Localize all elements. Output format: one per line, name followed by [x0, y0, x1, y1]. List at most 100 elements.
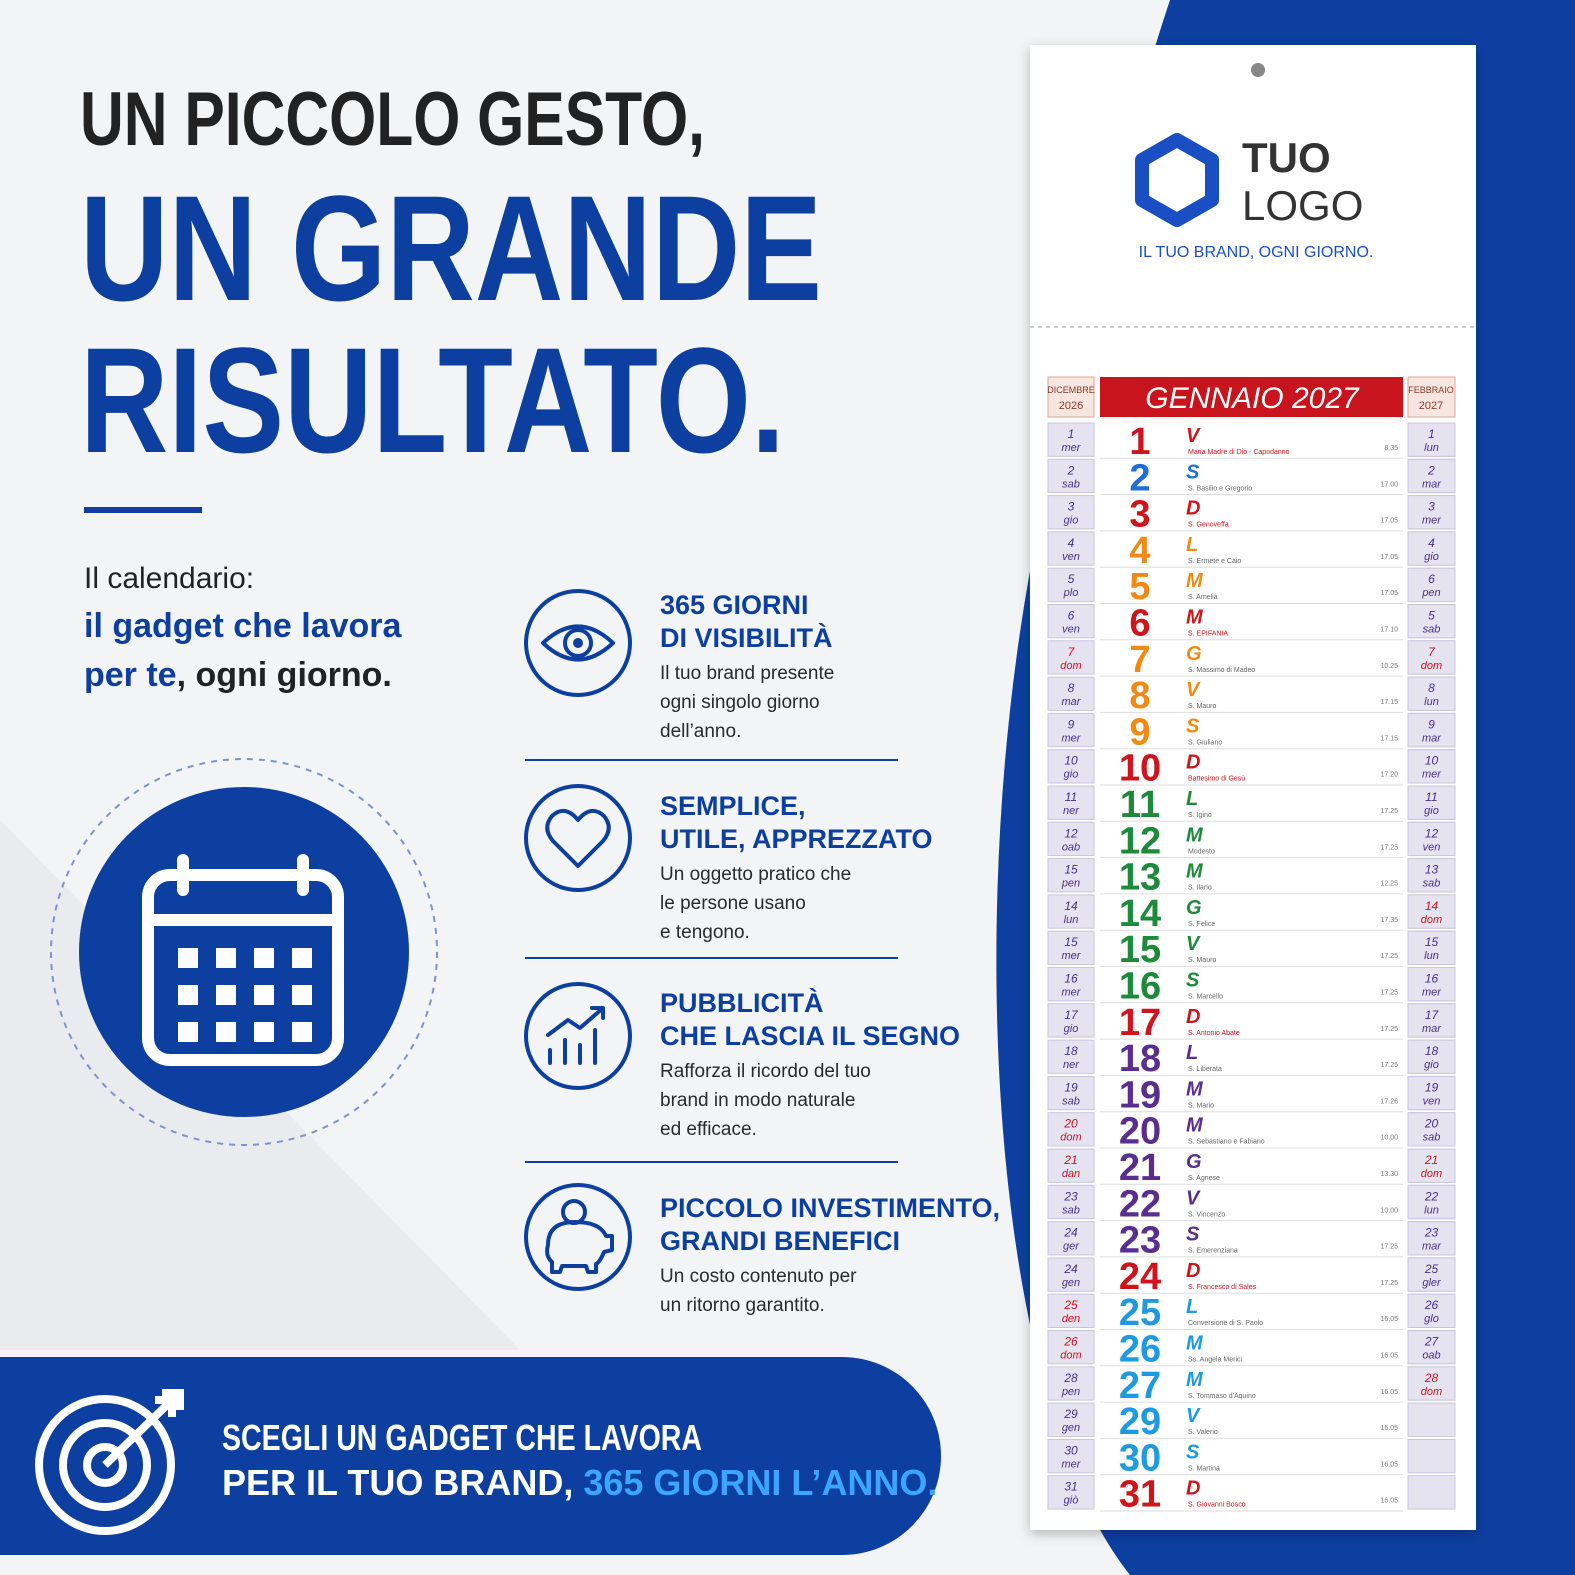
day-number: 29 [1119, 1401, 1161, 1443]
side-cell [1047, 1330, 1095, 1365]
saint: S. Liberata [1188, 1066, 1222, 1073]
day-letter: M [1186, 861, 1204, 883]
day-number: 8 [1129, 675, 1150, 717]
side-cell [1407, 495, 1456, 530]
saint: S. Mauro [1188, 957, 1217, 964]
side-weekday: oab [1422, 1350, 1440, 1362]
side-weekday: mar [1422, 732, 1442, 744]
side-cell [1407, 1293, 1456, 1328]
side-day: 11 [1425, 790, 1437, 804]
day-letter: M [1186, 1369, 1204, 1391]
side-day: 23 [1424, 1226, 1439, 1240]
day-number: 6 [1129, 603, 1150, 645]
saint: S. Massimo di Madeo [1188, 667, 1255, 674]
side-cell [1047, 1039, 1095, 1074]
side-cell [1047, 1475, 1095, 1510]
side-day: 18 [1425, 1044, 1439, 1058]
hole [1251, 63, 1265, 77]
day-letter: M [1186, 1333, 1204, 1355]
sunset-time: 17.25 [1380, 1280, 1398, 1287]
side-weekday: dom [1060, 1350, 1081, 1362]
side-cell [1407, 1330, 1456, 1365]
day-number: 15 [1119, 929, 1161, 971]
side-day: 15 [1064, 863, 1078, 877]
side-weekday: sab [1062, 478, 1080, 490]
target-icon [35, 1389, 184, 1535]
day-number: 25 [1119, 1292, 1161, 1334]
side-day: 14 [1425, 899, 1439, 913]
day-number: 18 [1119, 1038, 1161, 1080]
side-cell [1047, 785, 1095, 820]
side-weekday: mer [1062, 987, 1082, 999]
day-letter: D [1186, 1006, 1200, 1028]
day-letter: D [1186, 498, 1200, 520]
side-day: 27 [1424, 1335, 1440, 1349]
side-cell [1047, 1221, 1095, 1256]
day-number: 26 [1119, 1329, 1161, 1371]
side-weekday: lun [1424, 696, 1439, 708]
side-cell [1047, 858, 1095, 893]
side-day: 17 [1064, 1008, 1079, 1022]
day-number: 30 [1119, 1437, 1161, 1479]
day-letter: M [1186, 1115, 1204, 1137]
day-number: 14 [1119, 893, 1161, 935]
side-weekday: ner [1063, 1059, 1080, 1071]
sunset-time: 10.00 [1380, 1207, 1398, 1214]
feature-text: Un costo contenuto per [660, 1266, 857, 1287]
side-cell [1047, 1075, 1095, 1111]
side-day: 1 [1068, 427, 1075, 441]
saint: S. Vincenzo [1188, 1211, 1225, 1218]
side-weekday: ven [1062, 624, 1080, 636]
day-number: 5 [1129, 566, 1150, 608]
saint: Battesimo di Gesù [1188, 776, 1245, 783]
side-day: 29 [1063, 1407, 1078, 1421]
saint: S. Felice [1188, 921, 1215, 928]
day-letter: V [1186, 1405, 1201, 1427]
side-day: 25 [1424, 1262, 1439, 1276]
divider [84, 507, 202, 513]
side-day: 10 [1425, 754, 1439, 768]
side-cell [1047, 567, 1095, 603]
feature-title: PUBBLICITÀ [660, 987, 824, 1018]
side-cell [1047, 604, 1095, 639]
side-weekday: mer [1422, 987, 1442, 999]
side-day: 16 [1425, 972, 1439, 986]
side-cell [1407, 1148, 1456, 1183]
side-weekday: pen [1421, 587, 1440, 599]
sunset-time: 17.25 [1380, 1244, 1398, 1251]
feature-text: Un oggetto pratico che [660, 864, 851, 885]
side-cell [1407, 858, 1456, 893]
side-weekday: gio [1064, 769, 1079, 781]
day-number: 13 [1119, 857, 1161, 899]
feature-title: 365 GIORNI [660, 590, 809, 620]
dashed-circle [50, 758, 438, 1146]
side-weekday: mar [1422, 478, 1442, 490]
feature-text: Rafforza il ricordo del tuo [660, 1061, 871, 1082]
side-cell [1407, 640, 1456, 675]
side-cell [1047, 1402, 1095, 1437]
feature-text: ed efficace. [660, 1119, 757, 1140]
side-day: 16 [1064, 972, 1078, 986]
feature-title: CHE LASCIA IL SEGNO [660, 1021, 960, 1051]
sunset-time: 17.15 [1380, 699, 1398, 706]
sunset-time: 17.15 [1380, 735, 1398, 742]
side-day: 20 [1424, 1117, 1439, 1131]
day-number: 9 [1129, 711, 1150, 753]
sunset-time: 17.05 [1380, 518, 1398, 525]
side-cell [1407, 1438, 1456, 1474]
calendar-grid: 1mer2sab3gio4ven5plo6ven7dom8mar9mer10gi… [1047, 421, 1456, 1516]
side-cell [1407, 1075, 1456, 1111]
side-weekday: ven [1423, 1095, 1441, 1107]
month-header [1100, 377, 1403, 417]
side-weekday: ven [1062, 551, 1080, 563]
saint: S. Genoveffa [1188, 522, 1229, 529]
side-weekday: ger [1063, 1241, 1080, 1253]
side-cell [1407, 1039, 1456, 1074]
saint: S. Francesco di Sales [1188, 1284, 1257, 1291]
saint: S. Valerio [1188, 1429, 1218, 1436]
day-letter: M [1186, 824, 1204, 846]
day-number: 10 [1119, 748, 1161, 790]
side-cell [1407, 1112, 1456, 1147]
side-day: 19 [1064, 1080, 1078, 1094]
